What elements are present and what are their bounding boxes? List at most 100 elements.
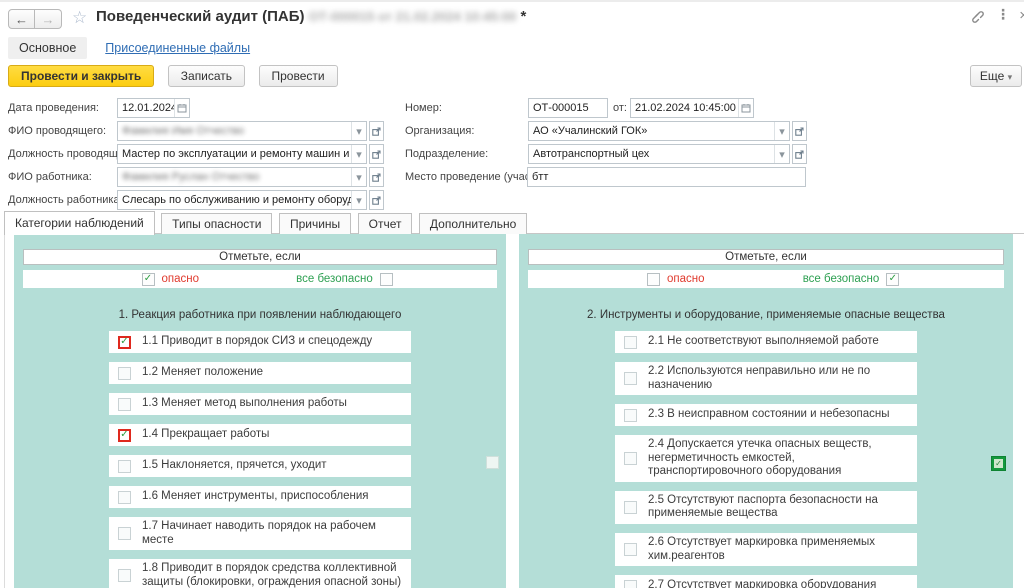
auditor-name-input[interactable]: Фамилия Имя Отчество ▾ bbox=[117, 121, 367, 141]
link-icon[interactable] bbox=[969, 8, 984, 23]
organization-label: Организация: bbox=[405, 125, 475, 137]
tab-danger-types[interactable]: Типы опасности bbox=[161, 213, 273, 234]
checklist: ✓ 2.1 Не соответствуют выполняемой работ… bbox=[519, 331, 1013, 588]
checklist-item[interactable]: ✓ 1.7 Начинает наводить порядок на рабоч… bbox=[109, 517, 411, 551]
sub-navigation: Основное Присоединенные файлы bbox=[0, 34, 1024, 61]
item-label: 2.3 В неисправном состоянии и небезопасн… bbox=[648, 408, 890, 421]
history-nav: ← → bbox=[8, 9, 62, 29]
department-input[interactable]: Автотранспортный цех ▾ bbox=[528, 144, 790, 164]
open-button[interactable] bbox=[792, 144, 807, 164]
auditor-position-input[interactable]: Мастер по эксплуатации и ремонту машин и… bbox=[117, 144, 367, 164]
checklist-item[interactable]: ✓ 1.2 Меняет положение bbox=[109, 362, 411, 384]
item-label: 2.2 Используются неправильно или не по н… bbox=[648, 365, 871, 391]
number-input[interactable]: ОТ-000015 bbox=[528, 98, 608, 118]
panel-mode-row: ✓ опасно все безопасно ✓ bbox=[528, 270, 1004, 288]
worker-position-input[interactable]: Слесарь по обслуживанию и ремонту оборуд… bbox=[117, 190, 367, 210]
item-checkbox[interactable]: ✓ bbox=[624, 543, 637, 556]
location-input[interactable]: бтт bbox=[527, 167, 806, 187]
calendar-icon[interactable] bbox=[174, 99, 189, 117]
date-input[interactable]: 12.01.2024 bbox=[117, 98, 190, 118]
write-button[interactable]: Записать bbox=[167, 65, 246, 87]
checklist-item[interactable]: ✓ 1.8 Приводит в порядок средства коллек… bbox=[109, 559, 411, 588]
toolbar: Провести и закрыть Записать Провести Еще… bbox=[8, 65, 1024, 89]
chevron-down-icon[interactable]: ▾ bbox=[351, 122, 366, 140]
checklist-item[interactable]: ✓ 2.2 Используются неправильно или не по… bbox=[615, 362, 917, 396]
open-button[interactable] bbox=[369, 121, 384, 141]
all-safe-checkbox[interactable]: ✓ bbox=[886, 272, 900, 286]
item-label: 1.1 Приводит в порядок СИЗ и спецодежду bbox=[142, 335, 373, 348]
section-title: 1. Реакция работника при появлении наблю… bbox=[118, 309, 402, 321]
item-checkbox[interactable]: ✓ bbox=[624, 372, 637, 386]
check-icon: ✓ bbox=[120, 336, 129, 347]
tab-content: Отметьте, если ✓ опасно все безопасно ✓ … bbox=[4, 234, 1024, 588]
checklist-item[interactable]: ✓ 2.3 В неисправном состоянии и небезопа… bbox=[615, 404, 917, 427]
item-checkbox[interactable]: ✓ bbox=[118, 527, 131, 541]
forward-button[interactable]: → bbox=[35, 9, 62, 29]
open-button[interactable] bbox=[792, 121, 807, 141]
item-checkbox[interactable]: ✓ bbox=[118, 397, 131, 411]
checklist-item[interactable]: ✓ 2.4 Допускается утечка опасных веществ… bbox=[615, 435, 917, 482]
auditor-position-label: Должность проводящего: bbox=[8, 148, 137, 160]
checklist-item[interactable]: ✓ 1.4 Прекращает работы bbox=[109, 424, 411, 446]
checklist-item[interactable]: ✓ 2.1 Не соответствуют выполняемой работ… bbox=[615, 331, 917, 353]
number-date-input[interactable]: 21.02.2024 10:45:00 bbox=[630, 98, 754, 118]
checklist-item[interactable]: ✓ 2.5 Отсутствуют паспорта безопасности … bbox=[615, 490, 917, 524]
post-and-close-button[interactable]: Провести и закрыть bbox=[8, 65, 155, 87]
item-label: 1.7 Начинает наводить порядок на рабочем… bbox=[142, 520, 376, 546]
worker-name-input[interactable]: Фамилия Руслан Отчество ▾ bbox=[117, 167, 367, 187]
chevron-down-icon[interactable]: ▾ bbox=[774, 122, 789, 140]
chevron-down-icon[interactable]: ▾ bbox=[351, 145, 366, 163]
item-checkbox[interactable]: ✓ bbox=[624, 408, 637, 422]
check-icon: ✓ bbox=[143, 273, 153, 284]
item-checkbox[interactable]: ✓ bbox=[118, 428, 131, 442]
favorite-star-icon[interactable]: ☆ bbox=[72, 8, 88, 28]
tab-report[interactable]: Отчет bbox=[357, 213, 413, 234]
item-label: 1.2 Меняет положение bbox=[142, 366, 264, 379]
more-button[interactable]: Еще ▾ bbox=[970, 65, 1022, 87]
item-checkbox[interactable]: ✓ bbox=[118, 490, 131, 504]
checklist-item[interactable]: ✓ 2.7 Отсутствует маркировка оборудовани… bbox=[615, 575, 917, 588]
checklist-item[interactable]: ✓ 1.1 Приводит в порядок СИЗ и спецодежд… bbox=[109, 331, 411, 353]
post-button[interactable]: Провести bbox=[258, 65, 338, 87]
chevron-down-icon[interactable]: ▾ bbox=[351, 191, 366, 209]
checklist-item[interactable]: ✓ 1.6 Меняет инструменты, приспособления bbox=[109, 486, 411, 508]
item-checkbox[interactable]: ✓ bbox=[118, 459, 131, 473]
open-button[interactable] bbox=[369, 190, 384, 210]
item-checkbox[interactable]: ✓ bbox=[624, 500, 637, 514]
nav-attached-files[interactable]: Присоединенные файлы bbox=[105, 40, 251, 55]
modified-marker: * bbox=[520, 8, 527, 25]
item-checkbox[interactable]: ✓ bbox=[118, 335, 131, 349]
danger-checkbox[interactable]: ✓ bbox=[141, 272, 155, 286]
chevron-down-icon[interactable]: ▾ bbox=[774, 145, 789, 163]
document-header-fields: Дата проведения: 12.01.2024 ФИО проводящ… bbox=[0, 96, 1024, 210]
item-checkbox[interactable]: ✓ bbox=[118, 366, 131, 380]
item-checkbox[interactable]: ✓ bbox=[118, 569, 131, 583]
open-button[interactable] bbox=[369, 144, 384, 164]
panel-side-checkbox[interactable]: ✓ bbox=[486, 456, 499, 469]
all-safe-checkbox[interactable]: ✓ bbox=[379, 272, 393, 286]
tab-observation-categories[interactable]: Категории наблюдений bbox=[4, 211, 155, 235]
close-icon[interactable]: × bbox=[1019, 7, 1024, 24]
checklist-item[interactable]: ✓ 1.5 Наклоняется, прячется, уходит bbox=[109, 455, 411, 477]
item-label: 1.4 Прекращает работы bbox=[142, 428, 270, 441]
back-button[interactable]: ← bbox=[8, 9, 35, 29]
open-button[interactable] bbox=[369, 167, 384, 187]
item-label: 1.6 Меняет инструменты, приспособления bbox=[142, 490, 369, 503]
item-checkbox[interactable]: ✓ bbox=[624, 335, 637, 349]
location-label: Место проведение (участок): bbox=[405, 171, 553, 183]
item-checkbox[interactable]: ✓ bbox=[624, 451, 637, 465]
panel-side-checkbox[interactable]: ✓ bbox=[991, 456, 1006, 471]
item-checkbox[interactable]: ✓ bbox=[624, 579, 637, 588]
menu-dots-icon[interactable]: ⋮ bbox=[996, 7, 1010, 23]
danger-checkbox[interactable]: ✓ bbox=[647, 272, 660, 286]
checklist-item[interactable]: ✓ 1.3 Меняет метод выполнения работы bbox=[109, 393, 411, 415]
chevron-down-icon[interactable]: ▾ bbox=[351, 168, 366, 186]
calendar-icon[interactable] bbox=[738, 99, 753, 117]
organization-input[interactable]: АО «Учалинский ГОК» ▾ bbox=[528, 121, 790, 141]
tab-causes[interactable]: Причины bbox=[278, 213, 352, 234]
nav-main[interactable]: Основное bbox=[8, 36, 88, 59]
tab-additional[interactable]: Дополнительно bbox=[418, 213, 528, 234]
auditor-name-label: ФИО проводящего: bbox=[8, 125, 107, 137]
checklist-item[interactable]: ✓ 2.6 Отсутствует маркировка применяемых… bbox=[615, 532, 917, 567]
